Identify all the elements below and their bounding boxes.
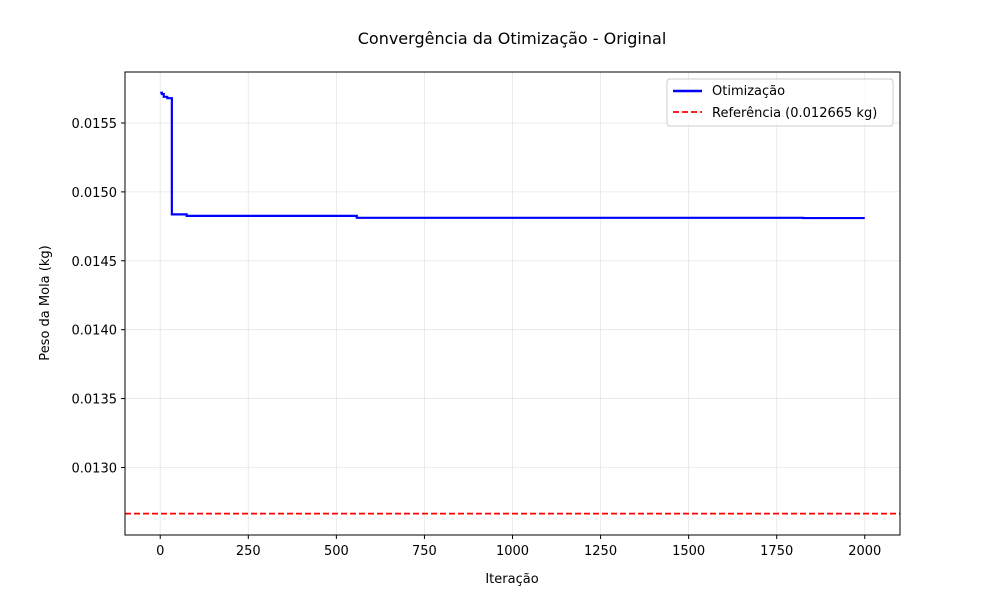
x-tick-label: 1500: [672, 544, 705, 559]
x-tick-label: 250: [236, 544, 261, 559]
series-layer: [160, 91, 865, 220]
legend-box: [666, 78, 894, 127]
x-axis-ticks: 0 250 500 750 1000 1250 1500 1750 2000: [156, 535, 881, 559]
y-tick-label: 0.0130: [72, 461, 118, 476]
x-tick-label: 500: [324, 544, 349, 559]
x-tick-label: 2000: [848, 544, 881, 559]
x-axis-label: Iteração: [485, 572, 538, 587]
y-tick-label: 0.0140: [72, 324, 118, 339]
x-tick-label: 1750: [760, 544, 793, 559]
grid-lines: [125, 72, 900, 535]
y-axis-ticks: 0.0130 0.0135 0.0140 0.0145 0.0150 0.0155: [72, 117, 125, 476]
x-tick-label: 1250: [584, 544, 617, 559]
legend: Otimização Referência (0.012665 kg): [666, 78, 894, 127]
chart-title: Convergência da Otimização - Original: [358, 29, 667, 48]
x-tick-label: 1000: [496, 544, 529, 559]
legend-label-referencia: Referência (0.012665 kg): [712, 106, 877, 121]
y-tick-label: 0.0145: [72, 255, 118, 270]
y-tick-label: 0.0155: [72, 117, 118, 132]
x-tick-label: 0: [156, 544, 164, 559]
x-tick-label: 750: [412, 544, 437, 559]
y-tick-label: 0.0135: [72, 393, 118, 408]
legend-label-otimizacao: Otimização: [712, 84, 785, 99]
series-line-otimizacao: [160, 91, 865, 220]
y-tick-label: 0.0150: [72, 186, 118, 201]
y-axis-label: Peso da Mola (kg): [38, 245, 53, 360]
